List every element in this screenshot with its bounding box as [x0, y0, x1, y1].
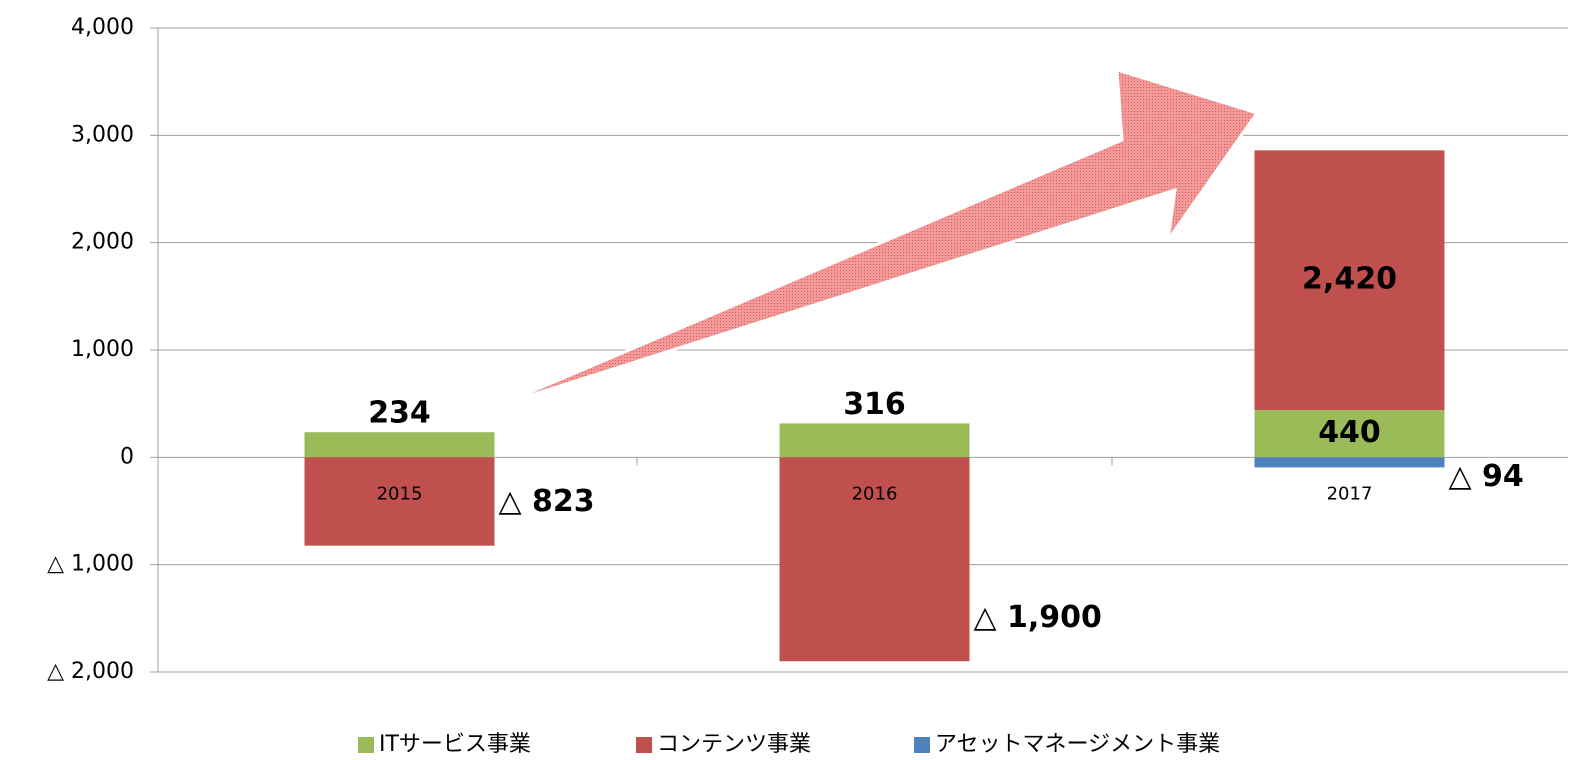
- y-tick-label: 3,000: [71, 122, 134, 147]
- value-label: 316: [843, 387, 906, 422]
- legend-swatch: [358, 737, 374, 753]
- bar-segment: [304, 457, 495, 546]
- legend-label: コンテンツ事業: [657, 732, 811, 757]
- legend-label: アセットマネージメント事業: [935, 732, 1220, 757]
- y-tick-label: △ 1,000: [47, 552, 134, 577]
- value-label: 234: [368, 396, 431, 431]
- bar-segment: [304, 432, 495, 458]
- value-label: 440: [1318, 415, 1381, 450]
- legend-label: ITサービス事業: [379, 732, 531, 757]
- y-tick-label: 0: [120, 444, 134, 469]
- y-tick-label: 4,000: [71, 15, 134, 40]
- y-tick-label: △ 2,000: [47, 659, 134, 684]
- bar-segment: [1254, 457, 1445, 468]
- bar-segment: [779, 423, 970, 458]
- bar-segment: [1254, 150, 1445, 411]
- legend-swatch: [636, 737, 652, 753]
- x-tick-label: 2015: [377, 483, 423, 504]
- bar-segment: [1254, 410, 1445, 458]
- value-label: △ 94: [1449, 459, 1524, 494]
- legend-swatch: [914, 737, 930, 753]
- value-label: △ 1,900: [974, 600, 1102, 635]
- value-label: △ 823: [499, 484, 595, 519]
- bar-segment: [779, 457, 970, 662]
- y-tick-label: 2,000: [71, 230, 134, 255]
- y-tick-label: 1,000: [71, 337, 134, 362]
- value-label: 2,420: [1302, 262, 1397, 297]
- trend-arrow: [499, 67, 1260, 407]
- x-tick-label: 2017: [1327, 483, 1373, 504]
- x-tick-label: 2016: [852, 483, 898, 504]
